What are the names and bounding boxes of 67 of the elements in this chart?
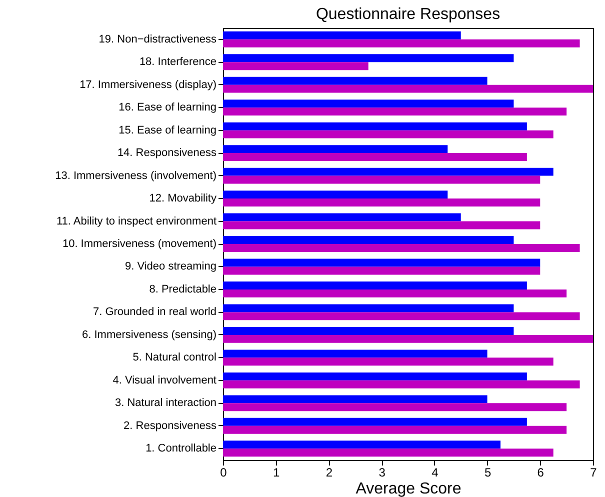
bar [223,84,593,93]
bar [223,395,488,404]
bar [223,176,540,184]
bar [223,258,540,267]
bar [223,62,368,70]
bar [223,334,593,343]
bar [223,326,514,335]
x-tick-label: 7 [590,466,598,480]
bar [223,289,567,298]
y-tick-label: 1. Controllable [146,442,216,455]
y-tick-label: 3. Natural interaction [115,397,216,410]
bar [223,380,580,388]
bar [223,282,527,290]
x-tick-label: 3 [378,466,386,480]
y-tick-label: 5. Natural control [132,352,216,364]
bar [223,190,448,199]
bar [223,358,554,366]
bar [223,145,448,154]
bar [223,418,527,426]
bar [223,108,567,116]
y-tick-label: 16. Ease of learning [118,102,216,114]
chart-title: Questionnaire Responses [316,6,500,23]
y-tick-label: 6. Immersiveness (sensing) [82,328,216,341]
y-tick-label: 13. Immersiveness (involvement) [55,170,216,182]
bar [223,100,514,108]
bar [223,213,461,222]
y-tick-label: 8. Predictable [149,283,216,296]
bar [223,198,540,206]
bar [223,221,540,230]
bar [223,31,461,40]
bar [223,130,554,138]
x-tick-label: 2 [326,466,333,480]
y-tick-label: 4. Visual involvement [112,374,216,386]
x-tick-label: 6 [537,466,544,480]
y-tick-label: 18. Interference [139,56,216,68]
y-tick-label: 12. Movability [149,192,217,205]
bar [223,76,488,85]
bar [223,312,580,320]
bar [223,266,540,275]
bar [223,39,580,48]
y-tick-label: 14. Responsiveness [117,147,217,160]
x-tick-label: 4 [432,466,439,480]
bar [223,122,527,130]
y-tick-label: 15. Ease of learning [118,124,216,136]
bar [223,236,514,244]
bar [223,350,488,358]
bar [223,448,554,457]
bar [223,54,514,62]
y-tick-label: 19. Non−distractiveness [98,33,217,46]
y-tick-label: 11. Ability to inspect environment [56,215,216,228]
bar [223,440,500,449]
y-tick-label: 2. Responsiveness [124,420,217,432]
bar [223,372,527,380]
bar [223,168,554,176]
bar [223,403,567,412]
x-tick-label: 5 [484,466,492,480]
bar [223,153,527,162]
y-tick-label: 17. Immersiveness (display) [80,78,216,91]
y-tick-label: 10. Immersiveness (movement) [62,238,216,250]
x-axis-title: Average Score [356,480,462,497]
x-tick-label: 1 [273,466,280,480]
y-tick-label: 7. Grounded in real world [92,306,216,318]
bar [223,244,580,252]
x-tick-label: 0 [220,466,228,480]
bar [223,304,514,312]
bar [223,426,567,434]
y-tick-label: 9. Video streaming [124,260,216,273]
